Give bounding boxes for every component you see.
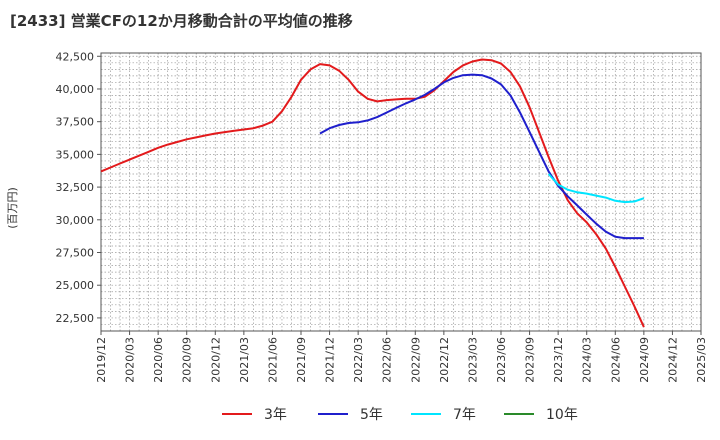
legend-label-2: 5年 — [360, 407, 383, 423]
series-line-1 — [100, 58, 645, 328]
x-tick-label: 2025/03 — [695, 337, 708, 383]
y-tick-label: 32,500 — [56, 181, 95, 194]
y-tick-label: 30,000 — [56, 214, 95, 227]
legend: 3年 5年 7年 10年 — [222, 407, 578, 423]
x-tick-label: 2022/12 — [438, 337, 451, 383]
x-tick-label: 2022/03 — [352, 337, 365, 383]
x-tick-label: 2019/12 — [95, 337, 108, 383]
x-tick-label: 2024/06 — [609, 337, 622, 383]
legend-label-4: 10年 — [546, 407, 578, 423]
x-tick-label: 2021/06 — [266, 337, 279, 383]
y-tick-label: 42,500 — [56, 50, 95, 63]
x-tick-label: 2023/03 — [466, 337, 479, 383]
legend-label-3: 7年 — [453, 407, 476, 423]
x-tick-label: 2020/03 — [124, 337, 137, 383]
x-tick-label: 2023/06 — [495, 337, 508, 383]
x-tick-label: 2023/09 — [524, 337, 537, 383]
y-tick-label: 35,000 — [56, 148, 95, 161]
x-tick-label: 2022/06 — [381, 337, 394, 383]
x-tick-label: 2020/12 — [209, 337, 222, 383]
x-tick-label: 2021/03 — [238, 337, 251, 383]
series-line-2 — [319, 73, 644, 240]
y-tick-label: 37,500 — [56, 116, 95, 129]
y-tick-label: 25,000 — [56, 279, 95, 292]
x-tick-label: 2021/09 — [295, 337, 308, 383]
plot-border — [100, 52, 702, 332]
x-tick-label: 2020/06 — [152, 337, 165, 383]
series-line-3 — [547, 173, 645, 204]
x-tick-label: 2021/12 — [324, 337, 337, 383]
plot-area — [101, 53, 701, 331]
x-tick-label: 2022/09 — [409, 337, 422, 383]
x-tick-label: 2024/12 — [666, 337, 679, 383]
legend-label-1: 3年 — [264, 407, 287, 423]
y-tick-label: 22,500 — [56, 312, 95, 325]
chart-title: [2433] 営業CFの12か月移動合計の平均値の推移 — [10, 12, 353, 30]
x-tick-label: 2020/09 — [181, 337, 194, 383]
x-tick-label: 2023/12 — [552, 337, 565, 383]
y-tick-label: 27,500 — [56, 247, 95, 260]
y-tick-label: 40,000 — [56, 83, 95, 96]
x-tick-label: 2024/03 — [581, 337, 594, 383]
grid — [100, 53, 702, 332]
x-tick-label: 2024/09 — [638, 337, 651, 383]
axes: 22,500 25,000 27,500 30,000 32,500 35,000 37,5… — [56, 50, 709, 382]
series — [100, 58, 645, 328]
